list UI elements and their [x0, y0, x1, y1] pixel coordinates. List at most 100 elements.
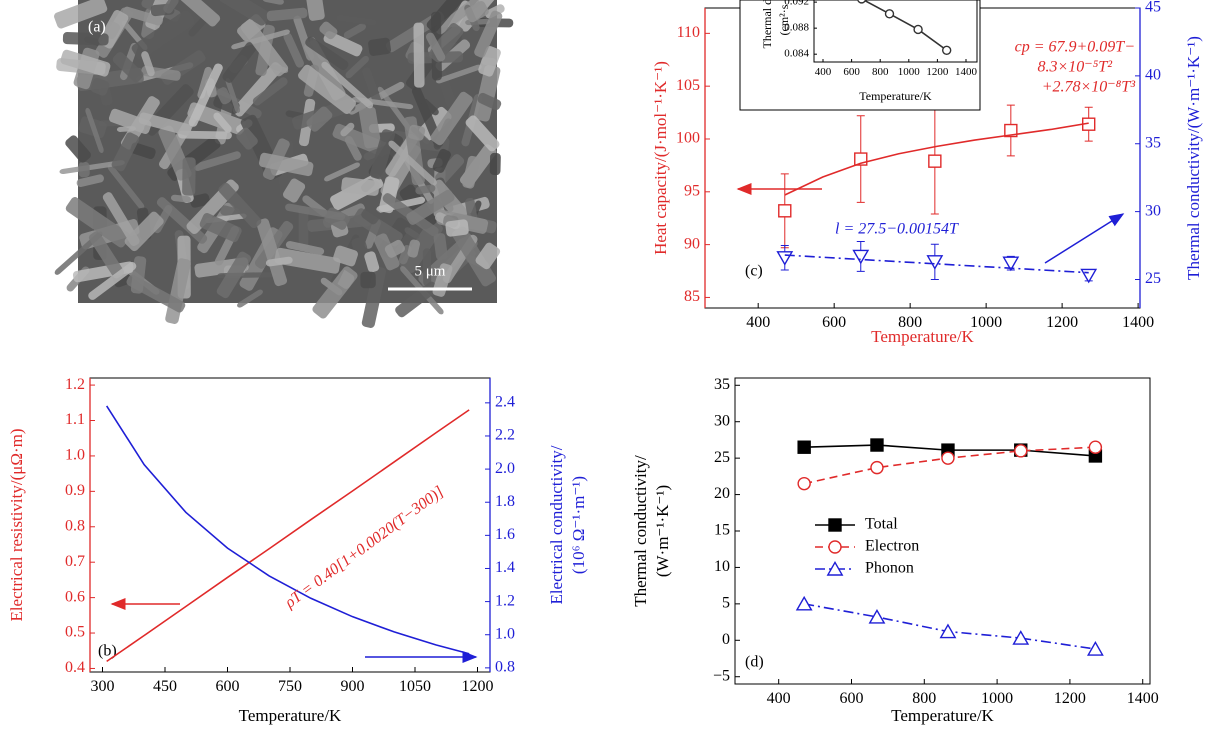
- series-line: [804, 604, 1095, 649]
- x-tick-label: 400: [815, 66, 832, 78]
- y-tick-label: 0.5: [65, 624, 85, 641]
- y-tick-label: 95: [684, 182, 700, 199]
- panel-label: (a): [88, 19, 106, 36]
- x-tick-label: 600: [822, 314, 846, 331]
- y2-tick-label: 45: [1145, 0, 1161, 16]
- annotation: l = 27.5−0.00154T: [835, 221, 959, 238]
- y2-tick-label: 1.8: [495, 493, 515, 510]
- marker: [1089, 441, 1101, 453]
- figure: (a) 5 μm 300450600750900105012000.40.50.…: [0, 0, 1207, 729]
- plot-frame: [90, 378, 490, 672]
- marker: [914, 25, 922, 33]
- y-tick-label: 0.9: [65, 482, 85, 499]
- legend-label: Phonon: [865, 560, 914, 577]
- y-tick-label: 0.7: [65, 553, 85, 570]
- x-tick-label: 1000: [898, 66, 921, 78]
- y-tick-label: 35: [714, 376, 730, 393]
- panel-label: (d): [745, 654, 764, 671]
- annotation: cp = 67.9+0.09T−: [1015, 39, 1135, 56]
- marker: [942, 452, 954, 464]
- y2-tick-label: 0.8: [495, 659, 515, 676]
- y-tick-label: 0.6: [65, 588, 85, 605]
- x-tick-label: 1050: [399, 678, 431, 695]
- x-tick-label: 750: [278, 678, 302, 695]
- y-axis-label: Thermal conductivity/: [631, 455, 650, 607]
- annotation: +2.78×10⁻⁸T³: [1042, 79, 1136, 96]
- y2-tick-label: 2.4: [495, 394, 515, 411]
- panel-label: (c): [745, 263, 763, 280]
- y2-axis-label: Thermal conductivity/(W·m⁻¹·K⁻¹): [1184, 36, 1203, 280]
- y-tick-label: 1.2: [65, 376, 85, 393]
- y2-tick-label: 2.0: [495, 460, 515, 477]
- marker: [854, 250, 868, 263]
- y-tick-label: 110: [677, 24, 700, 41]
- y2-tick-label: 25: [1145, 270, 1161, 287]
- x-tick-label: 1400: [1127, 690, 1159, 707]
- marker: [829, 541, 841, 553]
- x-tick-label: 1200: [1054, 690, 1086, 707]
- marker: [871, 439, 883, 451]
- y-tick-label: 90: [684, 235, 700, 252]
- legend-label: Total: [865, 516, 898, 533]
- marker: [885, 10, 893, 18]
- y-axis-label: (W·m⁻¹·K⁻¹): [653, 485, 672, 577]
- x-axis-label: Temperature/K: [239, 706, 342, 725]
- x-tick-label: 300: [91, 678, 115, 695]
- marker: [928, 256, 942, 269]
- y-tick-label: 25: [714, 449, 730, 466]
- y2-tick-label: 40: [1145, 67, 1161, 84]
- y2-axis-label: (10⁶ Ω⁻¹·m⁻¹): [569, 476, 588, 574]
- marker: [829, 519, 841, 531]
- y-tick-label: 85: [684, 288, 700, 305]
- x-axis-label: Temperature/K: [859, 89, 932, 103]
- grain: [413, 23, 424, 88]
- x-tick-label: 1000: [970, 314, 1002, 331]
- y-tick-label: 105: [676, 77, 700, 94]
- y-tick-label: 0.4: [65, 659, 85, 676]
- x-tick-label: 1400: [955, 66, 978, 78]
- series-line: [107, 410, 470, 661]
- marker: [779, 205, 791, 217]
- y-tick-label: 10: [714, 558, 730, 575]
- annotation: 8.3×10⁻⁵T²: [1038, 59, 1114, 76]
- y-tick-label: 1.1: [65, 411, 85, 428]
- x-tick-label: 1200: [926, 66, 949, 78]
- marker: [943, 46, 951, 54]
- marker: [797, 597, 811, 610]
- y2-tick-label: 1.2: [495, 592, 515, 609]
- marker: [871, 462, 883, 474]
- x-tick-label: 400: [746, 314, 770, 331]
- y2-tick-label: 1.6: [495, 526, 515, 543]
- y-tick-label: 0.084: [784, 48, 809, 60]
- x-tick-label: 1000: [981, 690, 1013, 707]
- y2-tick-label: 35: [1145, 134, 1161, 151]
- grain: [182, 157, 196, 195]
- y-tick-label: 5: [722, 595, 730, 612]
- y-tick-label: 20: [714, 485, 730, 502]
- y-tick-label: 0.8: [65, 517, 85, 534]
- y-tick-label: 30: [714, 412, 730, 429]
- grain: [360, 272, 376, 289]
- scale-bar-label: 5 μm: [415, 263, 446, 279]
- chart: 4006008001000120014000.0840.0880.092Temp…: [740, 0, 980, 110]
- y-tick-label: 1.0: [65, 447, 85, 464]
- marker: [929, 155, 941, 167]
- x-tick-label: 800: [872, 66, 889, 78]
- marker: [798, 478, 810, 490]
- x-axis-label: Temperature/K: [891, 706, 994, 725]
- x-tick-label: 1200: [1046, 314, 1078, 331]
- x-tick-label: 1400: [1122, 314, 1154, 331]
- marker: [1082, 269, 1096, 282]
- grain: [490, 153, 501, 175]
- x-tick-label: 900: [341, 678, 365, 695]
- x-tick-label: 800: [912, 690, 936, 707]
- x-tick-label: 400: [767, 690, 791, 707]
- grain: [78, 162, 90, 177]
- y-axis-label: Heat capacity/(J·mol⁻¹·K⁻¹): [651, 61, 670, 255]
- y-tick-label: 0: [722, 631, 730, 648]
- y2-axis-label: Electrical conductivity/: [547, 445, 566, 604]
- y2-tick-label: 30: [1145, 202, 1161, 219]
- arrow: [1045, 214, 1123, 263]
- x-tick-label: 1200: [462, 678, 494, 695]
